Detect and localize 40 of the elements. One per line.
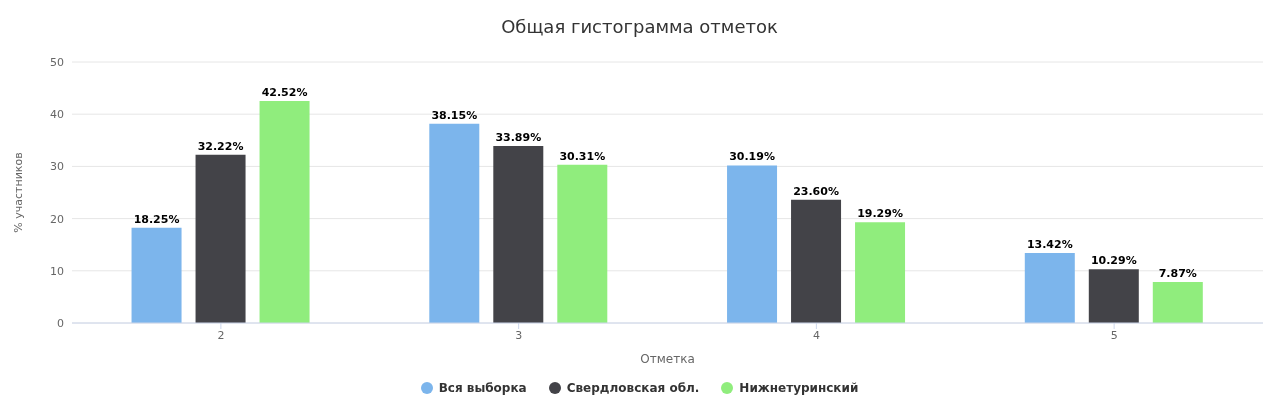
bar bbox=[259, 101, 310, 323]
data-label: 23.60% bbox=[793, 184, 839, 198]
data-label: 19.29% bbox=[857, 207, 903, 221]
data-label: 30.31% bbox=[559, 149, 606, 163]
y-tick-label: 0 bbox=[57, 316, 64, 330]
data-label: 32.22% bbox=[197, 139, 244, 153]
bar bbox=[557, 164, 608, 323]
bar bbox=[1024, 252, 1075, 323]
bar bbox=[493, 146, 544, 323]
chart-title: Общая гистограмма отметок bbox=[500, 16, 779, 37]
bar bbox=[131, 227, 182, 323]
x-tick-label: 4 bbox=[812, 328, 820, 342]
legend-label: Вся выборка bbox=[438, 381, 527, 395]
bar bbox=[1152, 281, 1203, 323]
x-tick-label: 2 bbox=[217, 328, 225, 342]
data-label: 42.52% bbox=[261, 86, 308, 100]
bar bbox=[855, 222, 906, 323]
bar bbox=[791, 199, 842, 323]
data-label: 33.89% bbox=[495, 131, 542, 145]
data-label: 30.19% bbox=[729, 150, 775, 164]
data-label: 10.29% bbox=[1090, 254, 1137, 268]
bar bbox=[727, 165, 778, 323]
x-axis-title: Отметка bbox=[640, 352, 695, 366]
y-tick-label: 10 bbox=[50, 264, 64, 278]
bar bbox=[1088, 269, 1139, 323]
y-tick-label: 50 bbox=[50, 55, 64, 69]
legend-label: Свердловская обл. bbox=[566, 381, 700, 395]
data-label: 18.25% bbox=[133, 212, 180, 226]
data-label: 7.87% bbox=[1158, 266, 1197, 280]
y-tick-label: 40 bbox=[50, 108, 64, 122]
y-tick-label: 20 bbox=[50, 212, 64, 226]
bar bbox=[195, 154, 246, 323]
bar bbox=[429, 123, 480, 323]
x-tick-label: 5 bbox=[1110, 328, 1118, 342]
y-axis-title: % участников bbox=[11, 152, 25, 233]
y-tick-label: 30 bbox=[50, 160, 64, 174]
legend-label: Нижнетуринский bbox=[739, 381, 859, 395]
data-label: 38.15% bbox=[431, 108, 478, 122]
data-label: 13.42% bbox=[1026, 237, 1073, 251]
x-tick-label: 3 bbox=[515, 328, 523, 342]
